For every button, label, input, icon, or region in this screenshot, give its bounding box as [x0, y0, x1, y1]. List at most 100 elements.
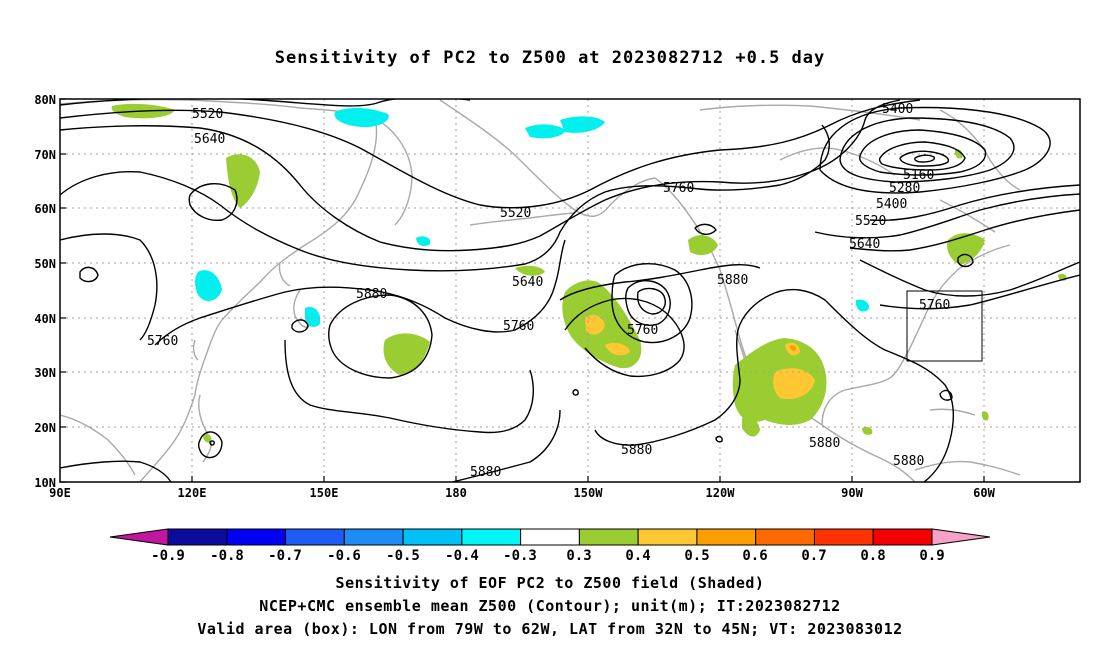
contour-small-4 [694, 223, 717, 235]
caption-line-2: NCEP+CMC ensemble mean Z500 (Contour); u… [259, 597, 841, 615]
contour-label: 5640 [194, 132, 225, 147]
lat-axis-labels: 80N 70N 60N 50N 40N 30N 20N 10N [34, 93, 56, 490]
contour-low-atl-3 [859, 129, 987, 176]
lon-label: 120W [706, 486, 736, 500]
colorbar-label: -0.3 [503, 548, 537, 564]
colorbar-label: 0.9 [919, 548, 944, 564]
shade-yellow-gulfalaska [585, 314, 605, 335]
contour-label: 5880 [356, 287, 387, 302]
contour-low-ring-3 [636, 287, 666, 315]
shade-green-canada-east [947, 233, 985, 265]
colorbar-label: 0.3 [566, 548, 591, 564]
contour-low-ring-1 [611, 262, 693, 344]
caption-line-1: Sensitivity of EOF PC2 to Z500 field (Sh… [335, 574, 765, 592]
coast-hudson [779, 147, 896, 176]
colorbar-label: 0.4 [625, 548, 650, 564]
shade-green-greenland [954, 149, 963, 159]
contour-low-atl-4 [878, 141, 966, 171]
contour-5760-low [564, 297, 685, 378]
contour-label: 5520 [192, 107, 223, 122]
contour-small-9 [209, 440, 215, 446]
contour-small-5 [572, 389, 579, 396]
colorbar-label: -0.8 [210, 548, 244, 564]
coast-kamchatka [374, 117, 413, 226]
contour-label: 5880 [809, 436, 840, 451]
lat-label: 40N [34, 312, 56, 326]
shade-green-pacific-mid [383, 333, 430, 375]
lat-label: 60N [34, 202, 56, 216]
contour-label: 5880 [717, 273, 748, 288]
lon-label: 150E [310, 486, 339, 500]
contour-5880-midpac [559, 263, 761, 301]
lon-label: 90W [841, 486, 863, 500]
contour-label: 5760 [627, 323, 658, 338]
contour-label: 5520 [855, 214, 886, 229]
shade-yellow-mexico [773, 368, 815, 400]
lat-label: 30N [34, 366, 56, 380]
contour-5880-east [594, 288, 954, 482]
contour-5880-mid [284, 339, 534, 434]
contour-low-atl-2 [839, 117, 1015, 183]
contour-low-atl-1 [819, 106, 1051, 194]
shade-cyan-arctic-2 [525, 124, 566, 139]
shade-cyan-arctic-3 [560, 116, 605, 133]
contour-label: 5400 [882, 102, 913, 117]
shade-green-baja [742, 415, 760, 437]
contour-low-atl-5 [899, 150, 950, 167]
contour-label: 5280 [889, 181, 920, 196]
contour-label: 5400 [876, 197, 907, 212]
shade-yellow-gulfalaska-2 [605, 342, 630, 356]
shade-cyan-hudson [855, 299, 870, 312]
contour-atlantic-5 [879, 274, 1080, 310]
colorbar-segment [461, 528, 522, 546]
contour-label: 5880 [893, 454, 924, 469]
colorbar-segment [872, 528, 933, 546]
lon-label: 60W [973, 486, 995, 500]
contour-5760-a [60, 124, 830, 272]
coast-japan-2 [278, 261, 291, 287]
contour-low-atl-6 [914, 154, 936, 163]
colorbar-segment [637, 528, 698, 546]
contour-label: 5880 [470, 465, 501, 480]
shade-cyan-arctic [334, 108, 389, 128]
shade-green-philippines [203, 433, 212, 443]
coast-asia-east [139, 117, 378, 482]
lat-label: 20N [34, 421, 56, 435]
colorbar-label: -0.6 [327, 548, 361, 564]
axis-ticks [60, 98, 985, 483]
contour-5760-b [60, 233, 158, 341]
colorbar-segment [813, 528, 874, 546]
caption-line-3: Valid area (box): LON from 79W to 62W, L… [197, 620, 903, 638]
contour-small-7 [939, 389, 953, 401]
colorbar-low-arrow [109, 528, 169, 546]
colorbar-label: -0.4 [445, 548, 479, 564]
contour-label: 5760 [147, 334, 178, 349]
contour-label-group: 5520 5640 5520 5760 5640 5760 5760 5880 … [147, 102, 950, 480]
contour-small-2 [291, 319, 309, 333]
colorbar-segment [285, 528, 345, 546]
lat-label: 70N [34, 148, 56, 162]
contour-ring-siberia [188, 183, 238, 222]
contour-atlantic-2 [849, 209, 1080, 252]
contour-high-asia [327, 294, 433, 379]
page-title: Sensitivity of PC2 to Z500 at 2023082712… [274, 48, 826, 68]
contour-5880-south [60, 460, 172, 482]
colorbar-label: -0.9 [151, 548, 185, 564]
colorbar-segment [696, 528, 757, 546]
shade-green-caribbean [981, 411, 989, 421]
lat-label: 10N [34, 476, 56, 490]
coast-useast [907, 244, 1011, 353]
shade-green-bc [688, 235, 718, 256]
contour-5520-a [60, 99, 921, 209]
colorbar-segment [402, 528, 463, 546]
contour-label: 5880 [621, 443, 652, 458]
contour-label: 5760 [919, 298, 950, 313]
coast-labrador [939, 199, 996, 233]
shade-cyan-asia [195, 270, 222, 302]
colorbar-labels: -0.9 -0.8 -0.7 -0.6 -0.5 -0.4 -0.3 0.3 0… [151, 548, 945, 564]
colorbar-segments [167, 528, 933, 546]
contour-label: 5520 [500, 206, 531, 221]
shade-orange-mexico [790, 345, 797, 351]
colorbar-segment [520, 528, 580, 546]
colorbar-high-arrow [931, 528, 991, 546]
